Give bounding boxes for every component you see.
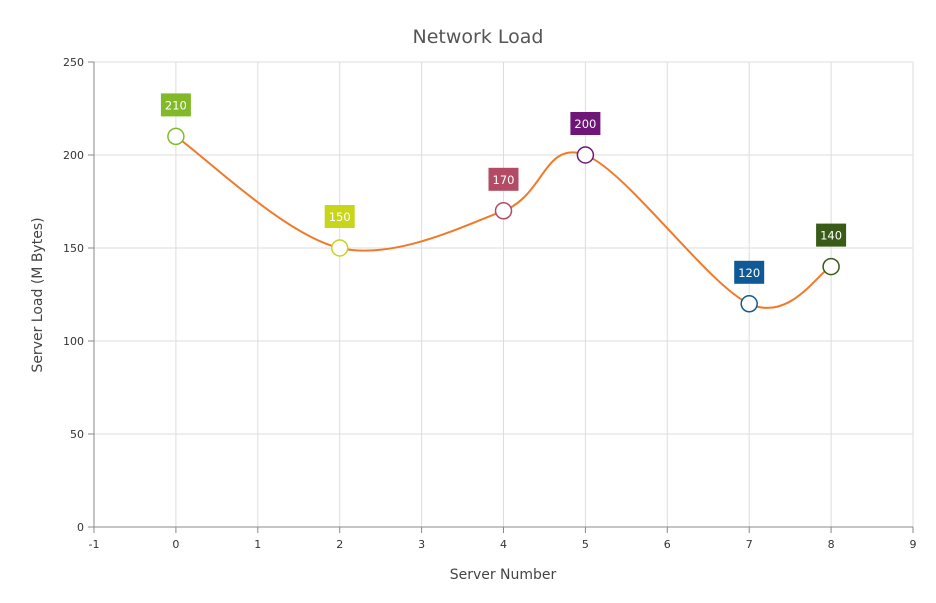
chart-title: Network Load [413,26,544,48]
x-tick-label: 5 [582,538,589,551]
x-tick-label: -1 [89,538,100,551]
data-point [822,257,840,276]
x-tick-label: 1 [254,538,261,551]
data-label: 150 [329,210,351,224]
x-tick-label: 7 [746,538,753,551]
data-point [494,202,513,220]
x-tick-label: 2 [336,538,343,551]
x-axis-title: Server Number [450,567,557,583]
x-tick-label: 4 [500,538,507,551]
y-tick-label: 0 [77,521,84,534]
y-tick-label: 50 [70,428,84,441]
x-tick-label: 0 [172,538,179,551]
data-labels: 210 150 170 200 120 140 [160,93,847,284]
data-label-box [488,167,519,191]
data-label: 140 [820,229,842,243]
data-label-box [324,205,355,228]
data-point [740,295,758,313]
data-label: 120 [738,266,760,280]
x-tick-label: 9 [910,538,917,551]
data-label-box [160,93,191,117]
data-label-box [570,112,601,135]
data-label: 210 [165,98,187,112]
markers [167,127,840,313]
y-tick-label: 150 [63,242,84,255]
data-label-box [816,223,847,247]
data-label: 200 [574,117,596,131]
x-tick-label: 6 [664,538,671,551]
x-tick-label: 8 [828,538,835,551]
y-tick-label: 100 [63,335,84,348]
data-label: 170 [493,173,515,187]
axes: -1 0 1 2 3 4 5 6 7 8 9 0 50 100 150 200 250 [63,56,917,551]
grid [94,61,914,527]
data-point [330,239,349,257]
y-axis-title: Server Load (M Bytes) [30,217,46,372]
data-point [167,127,185,146]
data-label-box [734,260,765,284]
y-tick-label: 200 [63,149,84,162]
x-tick-label: 3 [418,538,425,551]
y-tick-label: 250 [63,56,84,69]
data-point [576,146,595,164]
